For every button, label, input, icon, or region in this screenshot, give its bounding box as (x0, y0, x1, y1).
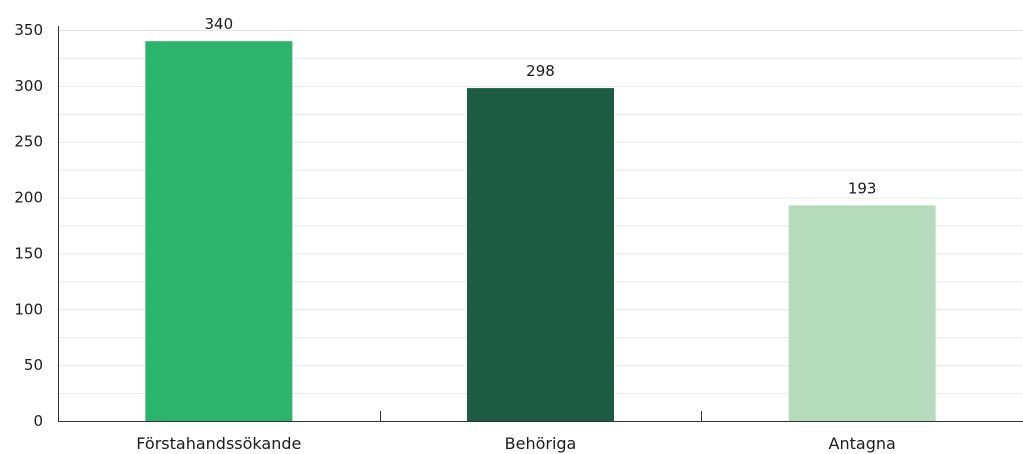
y-tick-label: 300 (14, 77, 43, 95)
y-tick-label: 350 (14, 21, 43, 39)
category-label: Antagna (829, 434, 896, 453)
bar (788, 205, 936, 421)
y-tick-labels: 0 50 100 150 200 250 300 350 (14, 21, 43, 430)
data-label: 298 (526, 62, 555, 80)
axis-layer (58, 26, 1023, 422)
y-tick-label: 150 (14, 244, 43, 262)
category-label: Behöriga (505, 434, 577, 453)
category-label: Förstahandssökande (136, 434, 301, 453)
category-labels: Förstahandssökande Behöriga Antagna (136, 434, 895, 453)
y-tick-label: 200 (14, 189, 43, 207)
data-labels: 340 298 193 (205, 15, 877, 197)
y-tick-label: 100 (14, 300, 43, 318)
y-tick-label: 0 (33, 412, 43, 430)
bars-layer (145, 41, 936, 422)
y-tick-label: 250 (14, 133, 43, 151)
bar (145, 41, 293, 422)
data-label: 340 (205, 15, 234, 33)
data-label: 193 (848, 179, 877, 197)
bar (467, 88, 614, 421)
y-tick-label: 50 (24, 356, 43, 374)
